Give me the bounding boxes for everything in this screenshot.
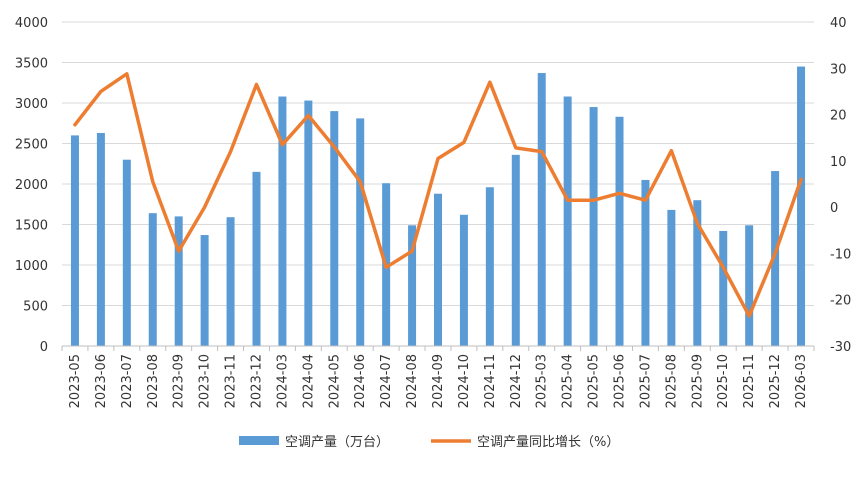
x-tick-label: 2024-06 <box>353 354 368 408</box>
bar <box>563 96 572 347</box>
x-tick-label: 2023-08 <box>146 354 161 408</box>
bar <box>537 73 546 346</box>
x-tick-label: 2024-04 <box>301 354 316 408</box>
bar-series <box>70 66 806 347</box>
bar <box>304 100 313 346</box>
x-tick-label: 2025-11 <box>742 354 757 408</box>
bar <box>797 66 806 347</box>
x-tick-label: 2023-10 <box>198 354 213 408</box>
y-left-tick-label: 1500 <box>15 219 48 234</box>
x-tick-label: 2023-06 <box>94 354 109 408</box>
x-tick-label: 2023-11 <box>224 354 239 408</box>
x-tick-label: 2025-12 <box>768 354 783 408</box>
bar <box>615 116 624 347</box>
bar <box>719 230 728 346</box>
x-tick-label: 2024-10 <box>457 354 472 408</box>
y-right-tick-label: 0 <box>830 201 838 216</box>
bar <box>434 193 442 346</box>
legend: 空调产量（万台） 空调产量同比增长（%） <box>239 435 619 450</box>
bar <box>667 209 676 346</box>
bar <box>356 118 365 346</box>
y-left-tick-label: 4000 <box>15 16 48 31</box>
bar <box>96 132 105 346</box>
bar <box>408 225 417 346</box>
bar <box>641 179 650 346</box>
line-series <box>73 72 803 318</box>
y-left-tick-label: 3500 <box>15 57 48 72</box>
bar <box>174 216 183 346</box>
bar <box>252 171 261 346</box>
legend-swatch-bar <box>239 436 279 445</box>
x-tick-label: 2024-03 <box>275 354 290 408</box>
bar <box>278 96 287 347</box>
x-tick-label: 2023-12 <box>249 354 264 408</box>
bar <box>70 135 79 346</box>
y-right-tick-label: 30 <box>830 62 847 77</box>
y-right-tick-label: -10 <box>830 247 851 262</box>
bar <box>693 200 702 346</box>
y-left-tick-label: 2000 <box>15 178 48 193</box>
x-tick-label: 2026-03 <box>794 354 809 408</box>
y-right-tick-label: 40 <box>830 16 847 31</box>
bar <box>226 217 235 346</box>
x-tick-label: 2025-04 <box>561 354 576 408</box>
legend-label-bar: 空调产量（万台） <box>285 435 389 450</box>
x-tick-label: 2023-09 <box>172 354 187 408</box>
x-axis: 2023-05 2023-06 2023-07 2023-08 2023-09 2023-… <box>61 345 815 408</box>
x-tick-label: 2024-07 <box>379 354 394 408</box>
x-tick-label: 2024-11 <box>483 354 498 408</box>
x-tick-label: 2025-03 <box>535 354 550 408</box>
y-right-tick-label: -20 <box>830 294 851 309</box>
y-right-tick-label: 20 <box>830 109 847 124</box>
x-tick-label: 2024-09 <box>431 354 446 408</box>
legend-label-line: 空调产量同比增长（%） <box>477 435 619 450</box>
y-axis-left: 0 500 1000 1500 2000 2500 3000 3500 4000 <box>15 16 48 355</box>
x-tick-label: 2025-09 <box>690 354 705 408</box>
bar <box>122 159 131 346</box>
y-left-tick-label: 0 <box>40 340 48 355</box>
bar <box>330 111 339 346</box>
bar <box>459 214 468 346</box>
bar <box>485 187 494 346</box>
x-tick-label: 2025-08 <box>664 354 679 408</box>
bar <box>745 225 754 346</box>
y-left-tick-label: 2500 <box>15 138 48 153</box>
y-left-tick-label: 500 <box>23 300 48 315</box>
x-tick-label: 2024-08 <box>405 354 420 408</box>
y-axis-right: -30 -20 -10 0 10 20 30 40 <box>830 16 851 355</box>
x-tick-label: 2025-05 <box>587 354 602 408</box>
yoy-growth-line <box>73 72 803 318</box>
x-tick-label: 2023-05 <box>68 354 83 408</box>
bar <box>589 107 598 346</box>
bar <box>148 213 157 346</box>
x-tick-label: 2023-07 <box>120 354 135 408</box>
y-right-tick-label: 10 <box>830 155 847 170</box>
x-tick-label: 2024-12 <box>509 354 524 408</box>
y-right-tick-label: -30 <box>830 340 851 355</box>
bar <box>200 235 209 346</box>
x-tick-label: 2025-06 <box>613 354 628 408</box>
x-tick-label: 2025-10 <box>716 354 731 408</box>
y-left-tick-label: 1000 <box>15 259 48 274</box>
x-tick-label: 2024-05 <box>327 354 342 408</box>
bar <box>771 171 780 346</box>
x-tick-label: 2025-07 <box>638 354 653 408</box>
y-left-tick-label: 3000 <box>15 97 48 112</box>
bar <box>511 154 520 346</box>
